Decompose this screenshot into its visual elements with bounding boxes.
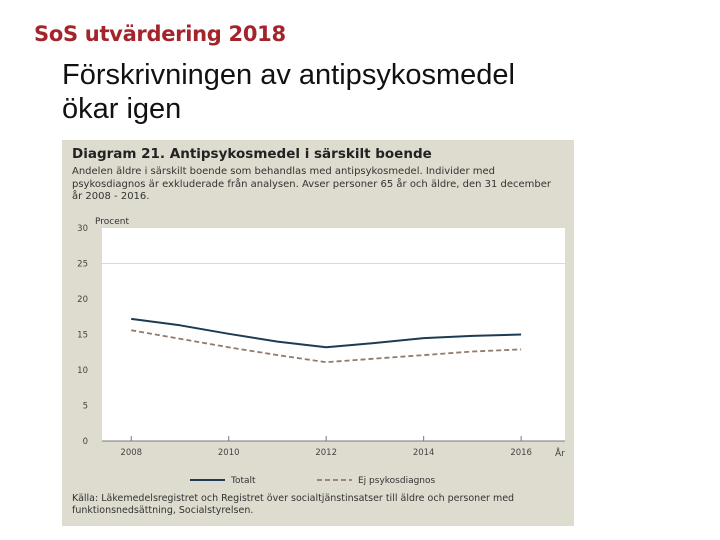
- slide-title-line-2: ökar igen: [62, 93, 182, 125]
- x-tick-label: 2016: [510, 448, 532, 458]
- slide-title-line-1: Förskrivningen av antipsykosmedel: [62, 59, 515, 91]
- y-tick-label: 0: [83, 437, 88, 447]
- legend-label: Totalt: [230, 476, 256, 486]
- x-tick-label: 2012: [315, 448, 337, 458]
- legend-label: Ej psykosdiagnos: [358, 476, 436, 486]
- chart-subtitle: Andelen äldre i särskilt boende som beha…: [72, 166, 552, 202]
- y-axis-label: Procent: [95, 217, 129, 227]
- y-tick-label: 20: [77, 295, 88, 305]
- series-line-totalt: [131, 317, 522, 349]
- x-tick-label: 2008: [120, 448, 142, 458]
- y-tick-label: 30: [77, 224, 88, 234]
- brand-logo-text: SoS utvärdering 2018: [34, 22, 286, 46]
- slide-title: Förskrivningen av antipsykosmedel ökar i…: [62, 58, 682, 126]
- chart-panel: Diagram 21. Antipsykosmedel i särskilt b…: [62, 140, 574, 526]
- chart-title: Diagram 21. Antipsykosmedel i särskilt b…: [72, 146, 432, 162]
- x-axis-label: År: [555, 447, 565, 459]
- series-line-ej-psykosdiagnos: [131, 329, 522, 364]
- chart-source: Källa: Läkemedelsregistret och Registret…: [72, 493, 515, 516]
- y-tick-label: 5: [83, 402, 88, 412]
- line-chart: 0 5 10 15 20 25 30 Procent 2008 2010 2012 2014 2016 Å…: [77, 217, 565, 486]
- y-tick-label: 25: [77, 260, 88, 270]
- x-tick-label: 2014: [413, 448, 435, 458]
- y-tick-label: 10: [77, 366, 88, 376]
- x-tick-label: 2010: [218, 448, 240, 458]
- y-tick-label: 15: [77, 331, 88, 341]
